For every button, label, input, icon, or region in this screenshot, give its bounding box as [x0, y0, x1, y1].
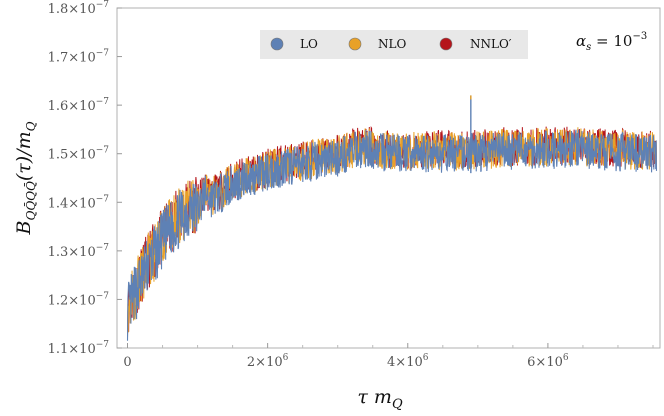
legend-marker-lo: [270, 37, 284, 51]
legend-box: [260, 30, 528, 59]
x-axis-title: τ mQ: [357, 386, 403, 412]
y-tick-label: 1.2×10−7: [48, 291, 110, 308]
y-tick-label: 1.8×10−7: [48, 0, 110, 17]
alpha-annotation: αs = 10−3: [576, 31, 647, 53]
x-tick-label: 0: [123, 355, 131, 370]
x-tick-label: 6×106: [527, 353, 569, 370]
legend-label-nlo: NLO: [378, 37, 406, 51]
x-tick-label: 2×106: [247, 353, 289, 370]
y-tick-label: 1.5×10−7: [48, 146, 110, 163]
series-lo: [126, 129, 658, 341]
legend-label-lo: LO: [300, 37, 318, 51]
y-axis-ticks: 1.1×10−7 1.2×10−7 1.3×10−7 1.4×10−7 1.5×10−7…: [48, 0, 122, 357]
y-tick-label: 1.4×10−7: [48, 194, 110, 211]
y-tick-label: 1.6×10−7: [48, 97, 110, 114]
legend-marker-nlo: [348, 37, 362, 51]
legend: LO NLO NNLO′: [260, 30, 528, 59]
y-tick-label: 1.3×10−7: [48, 243, 110, 260]
plot-frame: [116, 7, 661, 349]
y-tick-label: 1.7×10−7: [48, 49, 110, 66]
y-tick-label: 1.1×10−7: [48, 340, 110, 357]
series-layer: [126, 95, 658, 341]
y-axis-title: BQQ̄QQ̄(τ)/mQ: [13, 121, 38, 235]
legend-marker-nnlo: [439, 37, 453, 51]
svg-text:BQQ̄QQ̄(τ)/mQ: BQQ̄QQ̄(τ)/mQ: [13, 121, 38, 235]
x-tick-label: 4×106: [387, 353, 429, 370]
legend-label-nnlo: NNLO′: [470, 37, 512, 51]
x-axis-ticks: 0 2×106 4×106 6×106: [123, 343, 654, 370]
